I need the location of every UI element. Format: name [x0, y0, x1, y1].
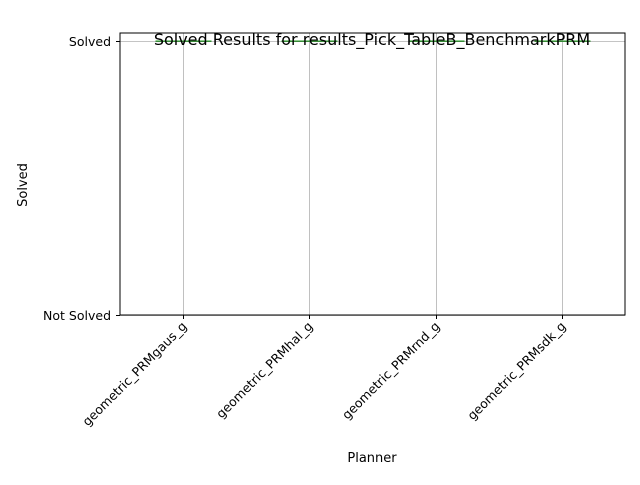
y-tick-label: Not Solved: [43, 308, 111, 323]
plot-frame: [119, 32, 626, 316]
y-axis-label: Solved: [16, 163, 31, 207]
x-tick-label: geometric_PRMsdk_g: [464, 319, 568, 423]
x-tick-label: geometric_PRMgaus_g: [79, 319, 189, 429]
grid-layer: [120, 33, 625, 316]
x-axis-label: Planner: [347, 451, 397, 466]
x-tick-label: geometric_PRMrnd_g: [339, 319, 443, 423]
chart-title: Solved Results for results_Pick_TableB_B…: [154, 30, 590, 50]
y-tick-label: Solved: [69, 34, 111, 49]
x-tick-label: geometric_PRMhal_g: [213, 319, 316, 422]
